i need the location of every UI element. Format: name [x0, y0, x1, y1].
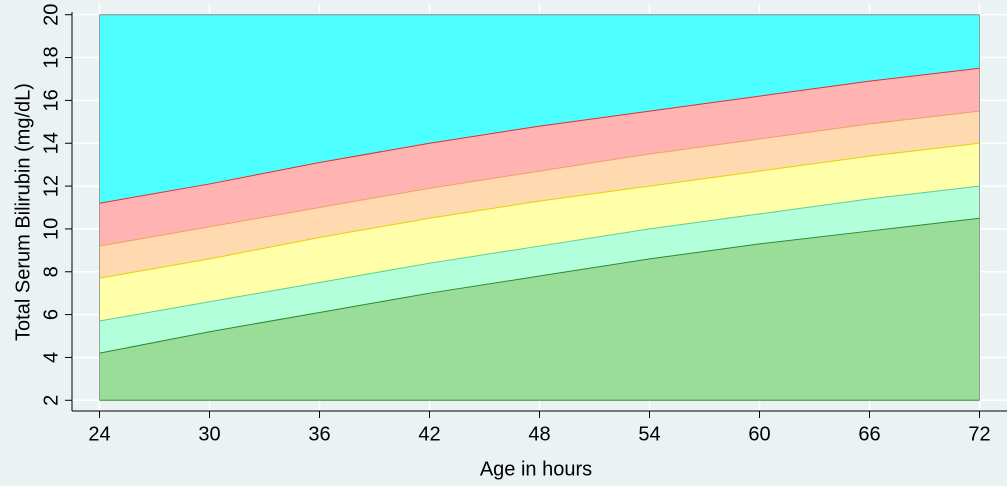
- band-line: [99, 110, 980, 247]
- band-line: [99, 185, 980, 322]
- y-tick-label: 10: [40, 218, 62, 240]
- y-tick-label: 16: [40, 89, 62, 111]
- y-tick-label: 8: [40, 266, 62, 277]
- y-tick-label: 12: [40, 175, 62, 197]
- y-tick-label: 14: [40, 132, 62, 154]
- band: [99, 111, 980, 279]
- y-tick-label: 6: [40, 309, 62, 320]
- y-tick-label: 2: [40, 395, 62, 406]
- x-tick-label: 54: [638, 423, 660, 445]
- band-line: [99, 142, 980, 279]
- x-tick-label: 72: [968, 423, 990, 445]
- x-tick-label: 24: [88, 423, 110, 445]
- x-axis-title: Age in hours: [480, 458, 592, 480]
- band-line: [99, 67, 980, 204]
- y-tick-label: 18: [40, 46, 62, 68]
- x-tick-label: 66: [858, 423, 880, 445]
- band-line: [99, 217, 980, 354]
- band: [99, 186, 980, 354]
- y-tick-label: 20: [40, 4, 62, 26]
- x-tick-label: 42: [418, 423, 440, 445]
- y-tick-label: 4: [40, 352, 62, 363]
- x-tick-label: 36: [308, 423, 330, 445]
- y-axis-title: Total Serum Bilirubin (mg/dL): [12, 83, 34, 341]
- x-tick-label: 60: [748, 423, 770, 445]
- band: [99, 218, 980, 401]
- x-tick-label: 48: [528, 423, 550, 445]
- band: [99, 143, 980, 322]
- x-tick-label: 30: [198, 423, 220, 445]
- band: [99, 14, 980, 204]
- band: [99, 68, 980, 247]
